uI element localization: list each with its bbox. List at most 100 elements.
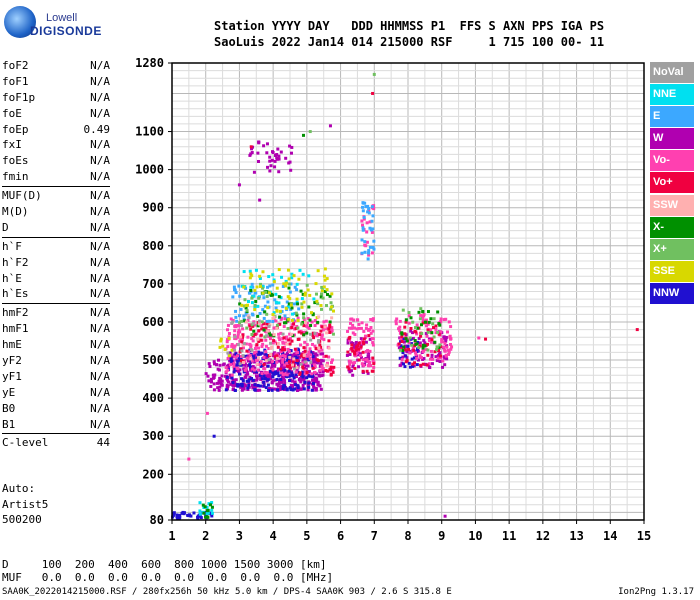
data-point (357, 358, 361, 362)
data-point (401, 349, 405, 353)
data-point (303, 320, 307, 324)
data-point (448, 342, 452, 346)
data-point (313, 324, 317, 328)
data-point (324, 319, 328, 323)
data-point (413, 351, 417, 355)
data-point (431, 357, 435, 361)
legend-item-ssw: SSW (650, 194, 694, 216)
data-point (287, 349, 291, 353)
data-point (254, 268, 258, 272)
data-point (295, 288, 299, 292)
data-point (289, 383, 293, 387)
data-point (288, 379, 292, 383)
data-point (301, 375, 305, 379)
data-point (236, 335, 240, 339)
data-point (267, 331, 271, 335)
data-point (402, 340, 406, 344)
auto-version: 500200 (2, 513, 42, 526)
data-point (264, 290, 268, 294)
data-point (257, 363, 261, 367)
data-point (264, 371, 268, 375)
data-point (301, 366, 305, 370)
param-name: h`F2 (2, 255, 29, 269)
data-point (244, 342, 248, 346)
data-point (414, 325, 418, 329)
data-point (322, 338, 326, 342)
data-point (279, 377, 283, 381)
data-point (307, 381, 311, 385)
data-point (409, 329, 413, 333)
data-point (277, 268, 281, 272)
data-point (272, 387, 276, 391)
data-point (407, 347, 411, 351)
data-point (251, 367, 255, 371)
data-point (368, 361, 372, 365)
data-point (303, 291, 307, 295)
data-point (325, 361, 329, 365)
series-e (231, 201, 376, 323)
data-point (327, 355, 331, 359)
data-point (317, 359, 321, 363)
data-point (244, 354, 248, 358)
data-point (323, 290, 327, 294)
data-point (246, 318, 250, 322)
data-point (436, 310, 440, 314)
data-point (276, 147, 280, 151)
data-point (238, 339, 242, 343)
data-point (250, 274, 254, 278)
data-point (354, 348, 358, 352)
data-point (250, 359, 254, 363)
data-point (297, 277, 301, 281)
data-point (404, 354, 408, 358)
param-value: N/A (90, 255, 110, 269)
data-point (234, 363, 238, 367)
data-point (291, 360, 295, 364)
data-point (403, 325, 407, 329)
data-point (220, 379, 224, 383)
data-point (351, 349, 355, 353)
data-point (311, 333, 315, 337)
data-point (291, 373, 295, 377)
data-point (261, 342, 265, 346)
data-point (327, 339, 331, 343)
data-point (368, 226, 372, 230)
data-point (216, 367, 220, 371)
x-tick-label: 5 (303, 529, 310, 543)
data-point (226, 323, 230, 327)
param-value: N/A (90, 220, 110, 234)
data-point (292, 358, 296, 362)
data-point (233, 382, 237, 386)
data-point (419, 307, 423, 311)
data-point (257, 350, 261, 354)
data-point (355, 345, 359, 349)
data-point (351, 331, 355, 335)
data-point (433, 340, 437, 344)
data-point (269, 353, 273, 357)
param-separator (2, 433, 110, 435)
data-point (320, 292, 324, 296)
data-point (277, 295, 281, 299)
data-point (279, 367, 283, 371)
data-point (346, 341, 350, 345)
data-point (257, 339, 261, 343)
outlier-point (187, 457, 191, 461)
data-point (245, 326, 249, 330)
data-point (277, 374, 281, 378)
autoscaling-info: Auto: Artist5 500200 (2, 481, 48, 528)
data-point (256, 151, 260, 155)
data-point (285, 281, 289, 285)
data-point (348, 338, 352, 342)
data-point (288, 366, 292, 370)
data-point (290, 272, 294, 276)
outlier-point (372, 72, 376, 76)
data-point (253, 303, 257, 307)
data-point (426, 328, 430, 332)
data-point (419, 334, 423, 338)
legend-item-nnw: NNW (650, 282, 694, 304)
data-point (275, 360, 279, 364)
data-point (366, 210, 370, 214)
data-point (210, 514, 214, 518)
data-point (306, 364, 310, 368)
data-point (326, 293, 330, 297)
data-point (280, 384, 284, 388)
